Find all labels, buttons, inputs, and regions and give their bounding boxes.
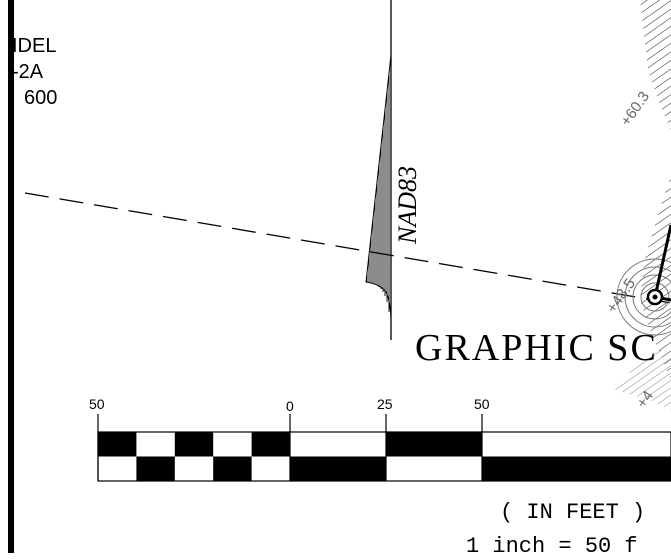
title-block-text: IDEL -2A 600	[12, 33, 58, 111]
scale-tick-label: 0	[286, 398, 294, 414]
north-arrow	[365, 0, 392, 340]
survey-point	[646, 224, 671, 306]
scale-ratio: 1 inch = 50 f	[466, 534, 638, 559]
dashed-line	[24, 192, 671, 304]
scale-tick-label: 25	[377, 396, 393, 412]
hatched-slope	[615, 0, 671, 410]
scale-tick-label: 50	[474, 396, 490, 412]
title-block-line: 600	[24, 87, 58, 109]
elevation-label: +4	[633, 388, 657, 412]
contour-rings	[616, 258, 671, 336]
sheet-border	[8, 0, 14, 553]
scale-bar	[97, 414, 671, 482]
title-block-line: IDEL	[12, 35, 57, 57]
elevation-label: +48.5	[603, 275, 639, 316]
scale-title: GRAPHIC SC	[415, 327, 658, 369]
north-arrow-label: NAD83	[393, 166, 422, 244]
elevation-label: +60.3	[617, 88, 653, 129]
scale-units: ( IN FEET )	[500, 500, 646, 525]
title-block-line: -2A	[12, 61, 44, 83]
scale-tick-label: 50	[89, 396, 105, 412]
